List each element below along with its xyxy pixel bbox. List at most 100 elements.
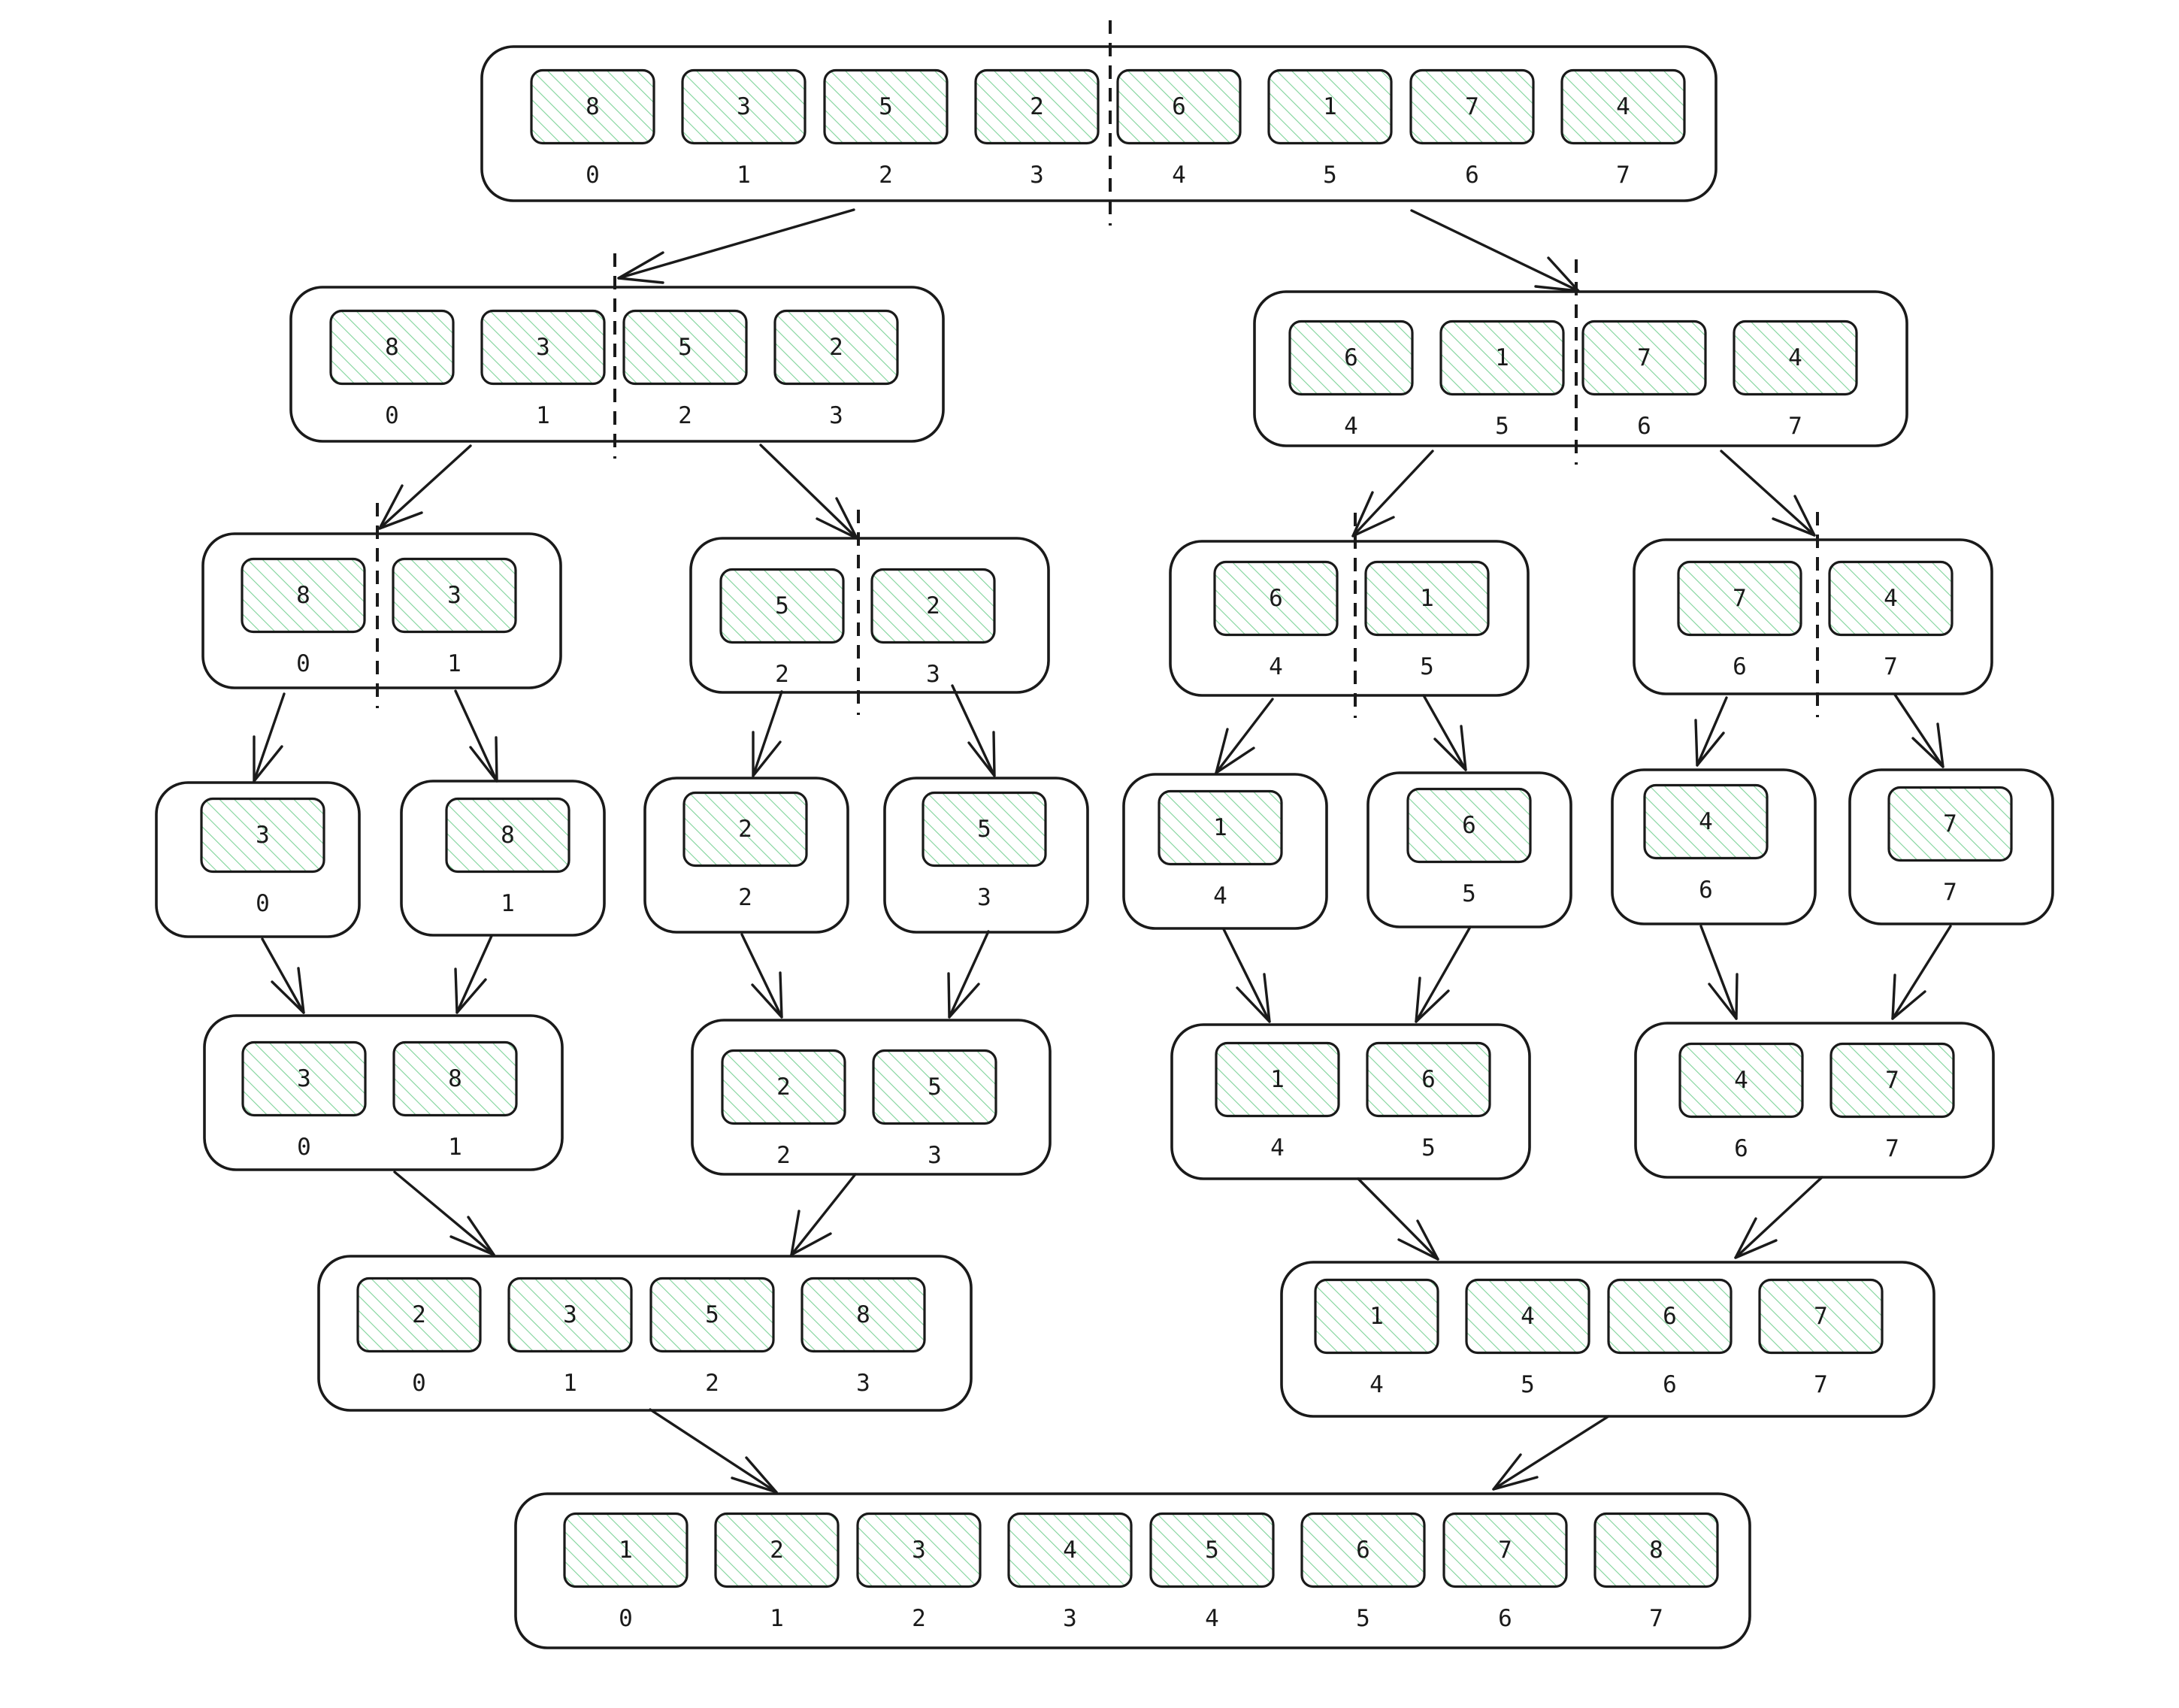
arrow [1694,696,1728,767]
array-cell [622,309,748,386]
cell-value: 5 [1205,1537,1219,1564]
array-cell [1116,68,1242,145]
cell-value: 2 [738,816,752,843]
array-cell [1158,789,1283,866]
cell-index: 2 [776,1142,791,1169]
cell-value: 4 [1884,585,1898,612]
array-group-single [883,777,1089,934]
arrow [617,208,855,284]
cell-value: 2 [829,334,843,361]
cell-index: 6 [1498,1605,1512,1632]
cell-index: 3 [856,1370,870,1397]
array-cell [1366,1041,1491,1118]
array-cell [530,68,655,145]
array-cell [1829,1042,1955,1119]
cell-index: 7 [1616,162,1630,189]
cell-value: 6 [1172,93,1186,120]
cell-index: 5 [1521,1371,1535,1398]
cell-index: 1 [501,890,515,917]
array-cell [507,1276,633,1353]
cell-index: 0 [297,1134,311,1161]
array-cell [1215,1041,1340,1118]
cell-value: 7 [1943,810,1957,837]
arrow [1410,209,1580,292]
cell-value: 1 [1213,814,1227,841]
array-cell [1828,560,1954,637]
array-cell [1678,1042,1804,1119]
cell-index: 0 [256,890,270,917]
arrow [454,934,493,1014]
cell-value: 1 [1323,93,1337,120]
arrow [759,444,858,540]
array-cell [1887,786,2013,862]
cell-index: 0 [296,650,310,677]
cell-value: 2 [1030,93,1044,120]
arrow [1893,693,1944,768]
arrow [261,937,305,1014]
cell-value: 5 [879,93,893,120]
arrow [1357,1177,1439,1261]
cell-index: 3 [977,884,991,911]
cell-value: 7 [1733,585,1747,612]
arrow [1492,1415,1610,1491]
array-cell [1442,1512,1568,1588]
array-cell [1677,560,1802,637]
cell-value: 6 [1663,1303,1677,1330]
array-cell [445,797,570,874]
array-group-merged-pair [691,1019,1052,1176]
cell-value: 5 [775,592,789,619]
cell-index: 0 [586,162,600,189]
array-cell [480,309,606,386]
cell-index: 4 [1213,883,1227,910]
array-group-merged-pair [1170,1023,1531,1180]
cell-value: 3 [297,1065,311,1092]
cell-index: 1 [563,1370,577,1397]
cell-index: 1 [448,1134,462,1161]
cell-index: 5 [1495,413,1509,440]
array-cell [356,1276,482,1353]
array-cell [1149,1512,1275,1588]
cell-index: 7 [1885,1135,1899,1162]
arrow [1415,925,1472,1023]
cell-index: 3 [1063,1605,1077,1632]
array-cell [721,1049,846,1125]
cell-index: 5 [1462,880,1476,907]
cell-value: 3 [737,93,751,120]
array-cell [872,1049,997,1125]
array-group-single [643,777,849,934]
cell-value: 1 [619,1537,633,1564]
array-cell [681,68,807,145]
cell-index: 6 [1663,1371,1677,1398]
array-group-single [400,780,606,937]
array-cell [1213,560,1339,637]
arrow [454,689,498,783]
array-group-single [1848,768,2054,925]
array-cell [1733,319,1858,396]
array-cell [241,1040,367,1117]
cell-index: 2 [738,884,752,911]
cell-value: 7 [1814,1303,1828,1330]
array-cell [1300,1512,1426,1588]
cell-index: 6 [1734,1135,1748,1162]
cell-value: 8 [385,334,399,361]
cell-value: 6 [1344,344,1358,371]
cell-index: 1 [447,650,462,677]
flow-arrows [253,208,1952,1494]
array-group-quarter [1169,540,1530,697]
cell-value: 4 [1734,1067,1748,1094]
cell-value: 5 [705,1301,719,1328]
cell-index: 5 [1420,653,1434,680]
cell-index: 7 [1884,653,1898,680]
cell-value: 8 [501,822,515,849]
array-group-single [155,781,361,938]
arrow [951,684,996,777]
array-cell [241,557,366,634]
array-cell [1560,68,1686,145]
cell-index: 1 [536,402,550,429]
cell-value: 1 [1420,585,1434,612]
array-cell [1288,319,1414,396]
cell-value: 2 [926,592,940,619]
arrow [1699,925,1739,1020]
array-cell [682,791,808,868]
